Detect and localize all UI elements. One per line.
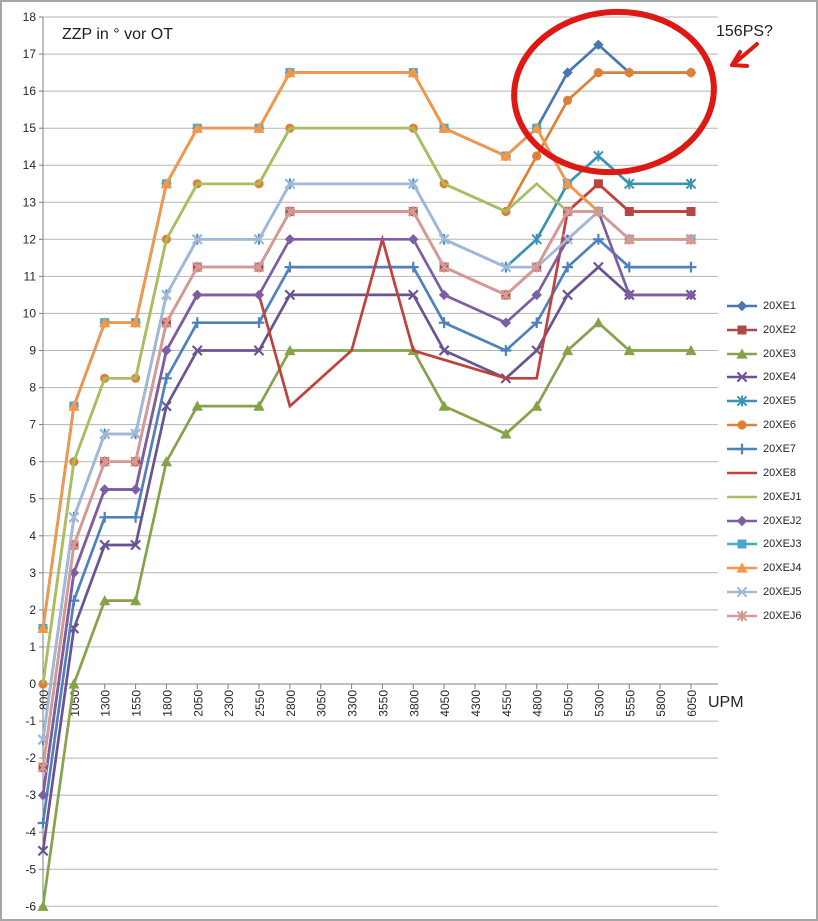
legend-item-20XE4: 20XE4 — [726, 366, 802, 390]
svg-text:13: 13 — [23, 195, 37, 209]
legend-item-20XE5: 20XE5 — [726, 389, 802, 413]
legend-label: 20XE6 — [763, 419, 797, 432]
svg-text:5050: 5050 — [562, 690, 576, 717]
x-marker-icon — [727, 372, 757, 383]
svg-text:2050: 2050 — [191, 690, 205, 717]
legend: 20XE1 20XE2 20XE3 20XE4 20XE5 20XE6 20XE7 20XE8… — [726, 294, 802, 628]
legend-item-20XEJ6: 20XEJ6 — [726, 604, 802, 628]
diamond-marker-icon — [727, 515, 757, 526]
triangle-marker-icon — [727, 348, 757, 359]
legend-label: 20XE8 — [763, 466, 797, 479]
svg-text:8: 8 — [29, 381, 36, 395]
svg-text:3050: 3050 — [315, 690, 329, 717]
svg-text:12: 12 — [23, 232, 37, 246]
legend-item-20XEJ4: 20XEJ4 — [726, 556, 802, 580]
square-marker-icon — [727, 539, 757, 549]
svg-text:9: 9 — [29, 344, 36, 358]
x-marker-icon — [727, 586, 757, 598]
svg-text:2: 2 — [29, 603, 36, 617]
square-marker-icon — [727, 325, 757, 335]
legend-item-20XE1: 20XE1 — [726, 294, 802, 318]
svg-text:5300: 5300 — [592, 690, 606, 717]
circle-marker-icon — [727, 420, 757, 430]
none-marker-icon — [727, 495, 757, 498]
svg-text:17: 17 — [23, 47, 37, 61]
legend-label: 20XE2 — [763, 323, 797, 336]
svg-text:6050: 6050 — [685, 690, 699, 717]
svg-text:-6: -6 — [25, 899, 36, 913]
svg-text:2800: 2800 — [284, 690, 298, 717]
legend-item-20XE3: 20XE3 — [726, 342, 802, 366]
svg-text:-2: -2 — [25, 751, 36, 765]
svg-text:-5: -5 — [25, 862, 36, 876]
legend-label: 20XEJ1 — [763, 490, 802, 503]
legend-label: 20XEJ4 — [763, 562, 802, 575]
diamond-marker-icon — [727, 300, 757, 312]
svg-text:18: 18 — [23, 10, 37, 24]
svg-text:4050: 4050 — [438, 690, 452, 717]
svg-text:2300: 2300 — [222, 690, 236, 717]
legend-label: 20XEJ6 — [763, 609, 802, 622]
legend-item-20XE6: 20XE6 — [726, 413, 802, 437]
svg-text:4550: 4550 — [500, 690, 514, 717]
svg-text:16: 16 — [23, 84, 37, 98]
legend-label: 20XE4 — [763, 371, 797, 384]
legend-label: 20XEJ3 — [763, 538, 802, 551]
svg-text:6: 6 — [29, 455, 36, 469]
legend-item-20XEJ3: 20XEJ3 — [726, 532, 802, 556]
legend-item-20XEJ5: 20XEJ5 — [726, 580, 802, 604]
annotation-156ps-label: 156PS? — [716, 23, 773, 40]
svg-text:4: 4 — [29, 529, 36, 543]
svg-text:5: 5 — [29, 492, 36, 506]
svg-text:4300: 4300 — [469, 690, 483, 717]
svg-text:5800: 5800 — [654, 690, 668, 717]
svg-text:1550: 1550 — [130, 690, 144, 717]
svg-text:3: 3 — [29, 566, 36, 580]
svg-text:11: 11 — [24, 269, 37, 283]
svg-text:3550: 3550 — [376, 690, 390, 717]
svg-text:10: 10 — [23, 306, 37, 320]
x-axis-title: UPM — [708, 694, 744, 711]
legend-label: 20XE5 — [763, 395, 797, 408]
legend-label: 20XE1 — [763, 299, 797, 312]
none-marker-icon — [727, 471, 757, 475]
svg-text:-1: -1 — [25, 714, 36, 728]
legend-label: 20XE7 — [763, 442, 797, 455]
legend-label: 20XE3 — [763, 347, 797, 360]
legend-label: 20XEJ5 — [763, 586, 802, 599]
plus-marker-icon — [727, 443, 757, 455]
triangle-marker-icon — [727, 562, 757, 573]
legend-item-20XE7: 20XE7 — [726, 437, 802, 461]
svg-text:0: 0 — [29, 677, 36, 691]
svg-text:4800: 4800 — [531, 690, 545, 717]
legend-item-20XE8: 20XE8 — [726, 461, 802, 485]
star-marker-icon — [727, 610, 757, 622]
legend-item-20XEJ1: 20XEJ1 — [726, 485, 802, 509]
svg-text:2550: 2550 — [253, 690, 267, 717]
legend-item-20XEJ2: 20XEJ2 — [726, 509, 802, 533]
svg-text:7: 7 — [29, 418, 36, 432]
svg-text:15: 15 — [23, 121, 37, 135]
svg-text:-3: -3 — [25, 788, 36, 802]
legend-item-20XE2: 20XE2 — [726, 318, 802, 342]
svg-text:-4: -4 — [25, 825, 36, 839]
svg-text:14: 14 — [23, 158, 37, 172]
svg-text:1: 1 — [29, 640, 36, 654]
svg-text:1800: 1800 — [160, 690, 174, 717]
svg-text:1300: 1300 — [99, 690, 113, 717]
y-axis-title: ZZP in ° vor OT — [62, 26, 174, 43]
star-marker-icon — [727, 395, 757, 407]
svg-text:3800: 3800 — [407, 690, 421, 717]
svg-text:5550: 5550 — [623, 690, 637, 717]
svg-text:3300: 3300 — [346, 690, 360, 717]
legend-label: 20XEJ2 — [763, 514, 802, 527]
